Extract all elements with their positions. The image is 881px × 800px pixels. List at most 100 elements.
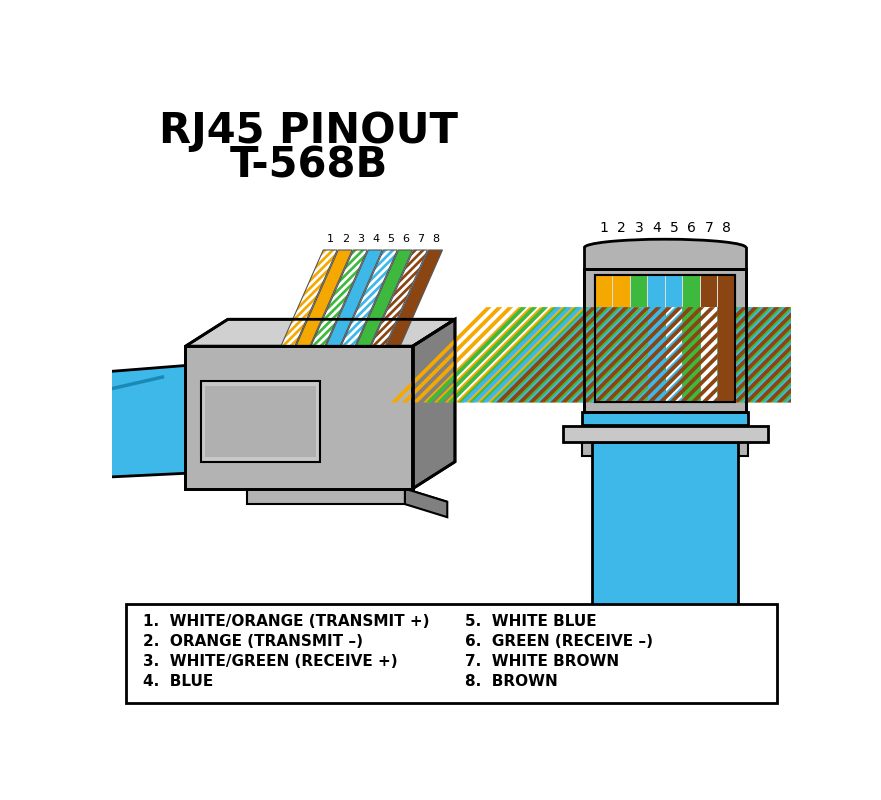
Polygon shape xyxy=(391,307,492,402)
Polygon shape xyxy=(340,250,440,346)
Text: 3: 3 xyxy=(358,234,365,244)
Polygon shape xyxy=(480,307,581,402)
Polygon shape xyxy=(218,250,318,346)
Polygon shape xyxy=(714,307,815,402)
Polygon shape xyxy=(471,250,572,346)
Polygon shape xyxy=(234,250,334,346)
Polygon shape xyxy=(164,250,264,346)
Polygon shape xyxy=(619,250,719,346)
Polygon shape xyxy=(149,250,249,346)
Polygon shape xyxy=(458,250,558,346)
Bar xyxy=(700,307,717,402)
Polygon shape xyxy=(801,307,881,402)
Polygon shape xyxy=(768,307,869,402)
Polygon shape xyxy=(426,307,527,402)
Polygon shape xyxy=(787,307,881,402)
Polygon shape xyxy=(78,250,179,346)
Polygon shape xyxy=(64,250,165,346)
Polygon shape xyxy=(326,250,382,346)
Polygon shape xyxy=(0,250,96,346)
Polygon shape xyxy=(218,250,319,346)
Polygon shape xyxy=(448,307,548,402)
Polygon shape xyxy=(733,307,833,402)
Polygon shape xyxy=(626,307,726,402)
Polygon shape xyxy=(203,250,302,346)
Polygon shape xyxy=(142,250,241,346)
Polygon shape xyxy=(455,307,556,402)
Polygon shape xyxy=(64,250,164,346)
Polygon shape xyxy=(426,250,526,346)
Polygon shape xyxy=(481,250,581,346)
Polygon shape xyxy=(566,307,667,402)
Polygon shape xyxy=(604,250,705,346)
Polygon shape xyxy=(118,250,218,346)
Polygon shape xyxy=(618,307,718,402)
Polygon shape xyxy=(157,250,257,346)
Polygon shape xyxy=(690,307,791,402)
Polygon shape xyxy=(381,250,480,346)
Polygon shape xyxy=(541,250,640,346)
Polygon shape xyxy=(694,250,795,346)
Polygon shape xyxy=(202,250,302,346)
Polygon shape xyxy=(241,250,340,346)
Polygon shape xyxy=(3,250,103,346)
Polygon shape xyxy=(310,250,411,346)
Polygon shape xyxy=(372,250,472,346)
Polygon shape xyxy=(534,307,634,402)
Polygon shape xyxy=(56,250,156,346)
Polygon shape xyxy=(326,250,426,346)
Polygon shape xyxy=(552,307,653,402)
Polygon shape xyxy=(587,250,687,346)
Text: 8: 8 xyxy=(433,234,440,244)
Polygon shape xyxy=(0,250,73,346)
Polygon shape xyxy=(350,250,450,346)
Polygon shape xyxy=(526,250,626,346)
Polygon shape xyxy=(263,250,364,346)
Polygon shape xyxy=(580,250,680,346)
Polygon shape xyxy=(720,307,820,402)
Polygon shape xyxy=(480,250,581,346)
Polygon shape xyxy=(381,250,481,346)
Polygon shape xyxy=(418,250,518,346)
Polygon shape xyxy=(333,250,433,346)
Polygon shape xyxy=(517,307,618,402)
Bar xyxy=(613,275,630,307)
Polygon shape xyxy=(135,250,234,346)
Polygon shape xyxy=(509,307,611,402)
Polygon shape xyxy=(704,307,804,402)
Polygon shape xyxy=(603,250,704,346)
Bar xyxy=(596,275,612,307)
Polygon shape xyxy=(156,250,255,346)
Polygon shape xyxy=(350,250,449,346)
Polygon shape xyxy=(550,307,650,402)
Polygon shape xyxy=(4,250,104,346)
Polygon shape xyxy=(520,250,619,346)
Polygon shape xyxy=(603,250,702,346)
Polygon shape xyxy=(534,250,633,346)
Polygon shape xyxy=(817,307,881,402)
Polygon shape xyxy=(502,250,603,346)
Polygon shape xyxy=(58,366,186,479)
Bar xyxy=(201,381,320,462)
Polygon shape xyxy=(134,250,234,346)
Polygon shape xyxy=(580,307,680,402)
Polygon shape xyxy=(411,250,510,346)
Polygon shape xyxy=(609,307,710,402)
Polygon shape xyxy=(692,307,794,402)
Polygon shape xyxy=(227,250,327,346)
Bar xyxy=(684,275,700,307)
Polygon shape xyxy=(685,307,785,402)
Polygon shape xyxy=(870,307,881,402)
Polygon shape xyxy=(265,250,366,346)
Polygon shape xyxy=(273,250,374,346)
Polygon shape xyxy=(656,250,756,346)
Polygon shape xyxy=(589,250,688,346)
Polygon shape xyxy=(479,250,579,346)
Polygon shape xyxy=(357,250,457,346)
Polygon shape xyxy=(88,250,189,346)
Polygon shape xyxy=(325,250,425,346)
Text: 5: 5 xyxy=(670,222,678,235)
Polygon shape xyxy=(166,250,265,346)
Polygon shape xyxy=(81,250,181,346)
Polygon shape xyxy=(466,250,566,346)
